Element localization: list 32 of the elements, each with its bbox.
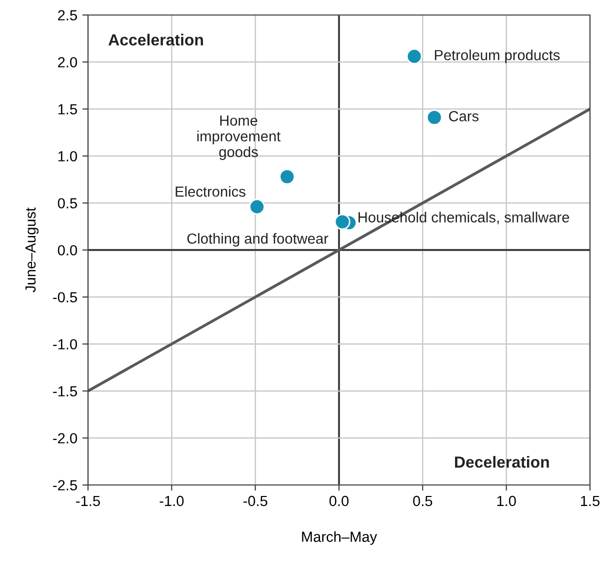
point <box>279 168 296 185</box>
annotation: Deceleration <box>455 456 549 468</box>
y-tick-label: -2.5 <box>53 480 77 490</box>
x-tick-label: -1.5 <box>76 496 100 506</box>
y-tick-label: 0.5 <box>58 198 77 208</box>
data-label: Clothing and footwear <box>187 233 328 247</box>
x-tick-label: -1.0 <box>160 496 184 506</box>
point <box>426 109 442 126</box>
x-axis-title: March–May <box>302 531 378 545</box>
x-tick-label: 0.0 <box>329 496 349 506</box>
y-tick-label: 2.0 <box>58 57 78 68</box>
point <box>406 48 422 64</box>
y-tick-label: -2.0 <box>53 433 78 444</box>
x-tick-label: 1.5 <box>580 496 600 506</box>
annotation: Acceleration <box>108 34 203 46</box>
y-tick-label: 2.5 <box>58 10 77 20</box>
y-tick-label: 1.5 <box>58 104 77 114</box>
point <box>334 214 350 230</box>
x-tick-label: -0.5 <box>243 496 268 506</box>
y-tick-label: -1.5 <box>53 386 77 396</box>
y-tick-label: 0.0 <box>58 245 78 256</box>
data-label: Petroleum products <box>434 50 560 64</box>
x-tick-label: 0.5 <box>413 496 432 506</box>
y-tick-label: -0.5 <box>53 292 77 302</box>
data-label: Cars <box>449 111 479 122</box>
data-label: Electronics <box>176 186 246 197</box>
y-tick-label: 1.0 <box>58 151 78 162</box>
y-tick-label: -1.0 <box>53 339 78 350</box>
point <box>249 198 265 215</box>
x-tick-label: 1.0 <box>497 496 516 506</box>
data-label: Home improvement goods <box>197 116 281 160</box>
y-axis-title: June–August <box>26 208 39 292</box>
